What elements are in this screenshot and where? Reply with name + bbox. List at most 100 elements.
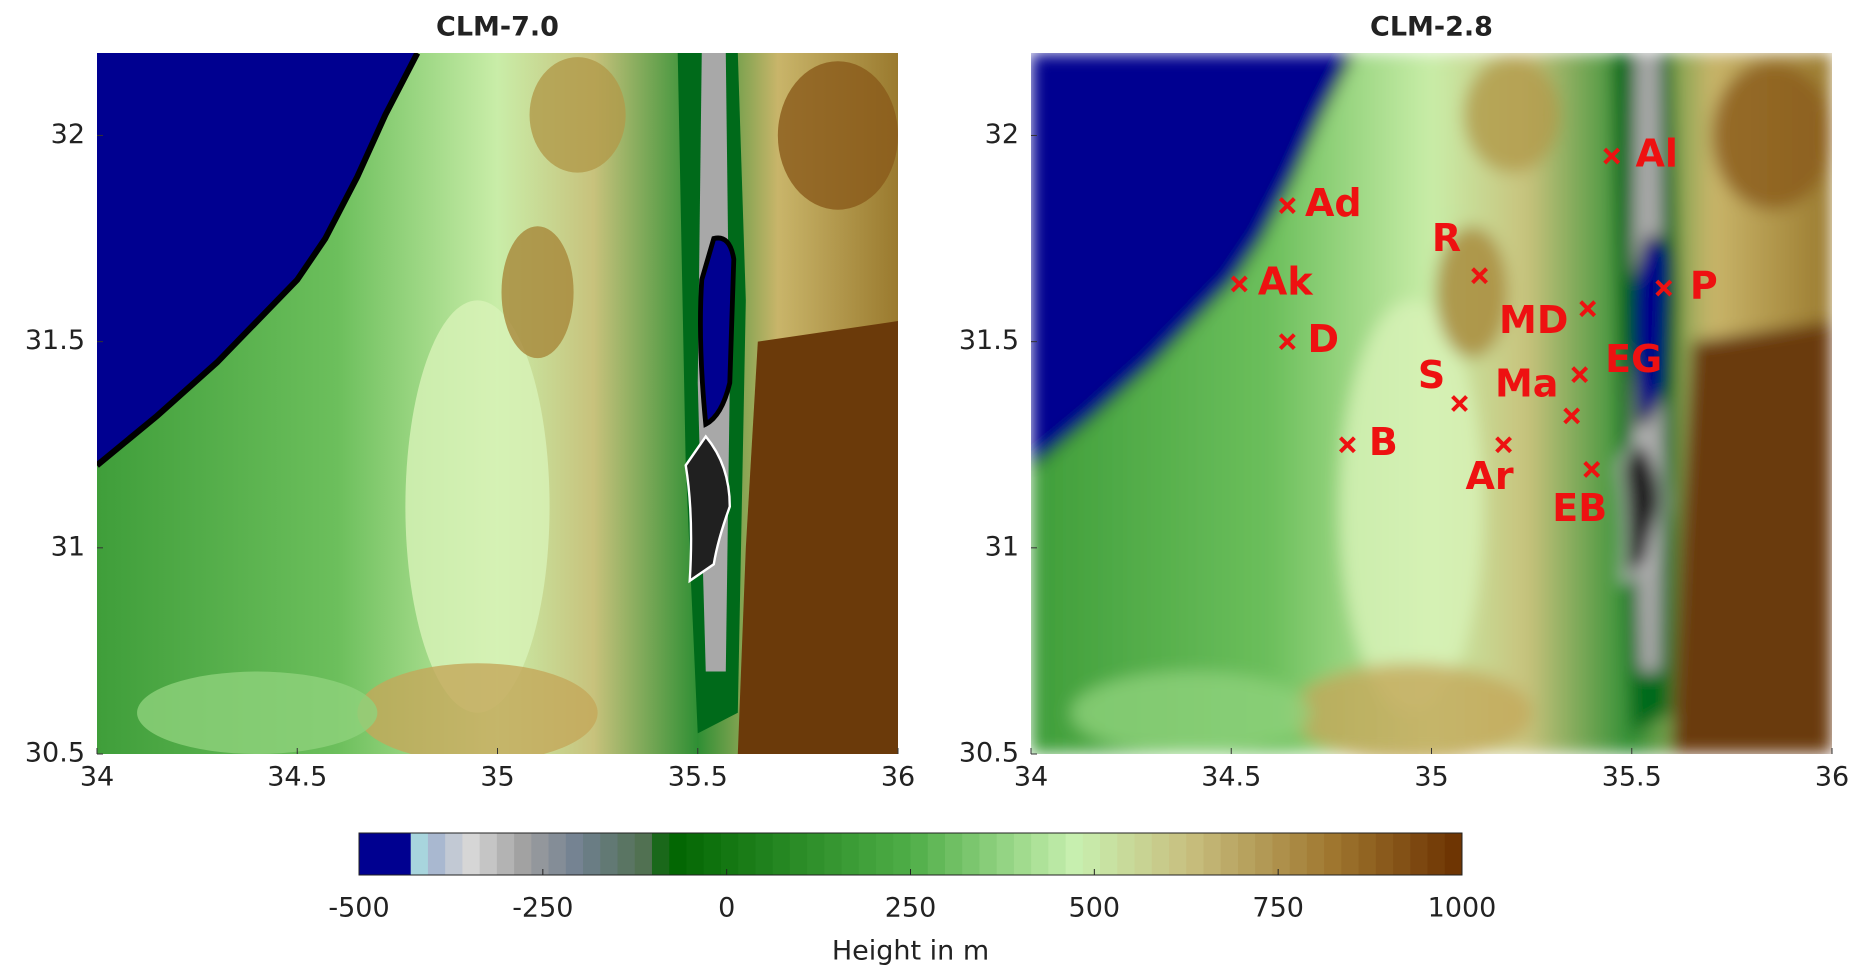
- y-tick-label: 31: [51, 531, 85, 562]
- colorbar-tick-label: 0: [718, 893, 735, 924]
- terrain: [1031, 53, 1832, 762]
- y-tick-label: 31.5: [959, 325, 1019, 356]
- colorbar-step: [1082, 833, 1101, 875]
- colorbar-step: [824, 833, 843, 875]
- panel-title: CLM-2.8: [1370, 12, 1493, 43]
- colorbar-title: Height in m: [832, 936, 989, 967]
- colorbar-step: [1048, 833, 1067, 875]
- colorbar-step: [703, 833, 722, 875]
- colorbar-step: [427, 833, 446, 875]
- panel-title: CLM-7.0: [436, 12, 559, 43]
- site-marker: [1451, 395, 1468, 412]
- colorbar-step: [410, 833, 429, 875]
- site-marker: [1655, 279, 1673, 297]
- site-marker: [1338, 436, 1356, 454]
- colorbar-step: [807, 833, 825, 875]
- colorbar-step: [893, 833, 911, 875]
- colorbar-step: [1013, 833, 1032, 875]
- y-tick-label: 32: [985, 119, 1019, 150]
- site-marker: [1563, 407, 1581, 425]
- site-label: Ar: [1466, 454, 1514, 498]
- x-tick-label: 35: [1414, 762, 1448, 793]
- y-tick-label: 32: [51, 119, 85, 150]
- colorbar-step: [944, 833, 963, 875]
- colorbar-tick-label: -500: [328, 893, 389, 924]
- colorbar-tick-label: 1000: [1428, 893, 1497, 924]
- colorbar-tick-label: -250: [512, 893, 573, 924]
- colorbar-step: [617, 833, 636, 875]
- colorbar-step: [1100, 833, 1118, 875]
- colorbar-step: [876, 833, 894, 875]
- colorbar-step: [496, 833, 515, 875]
- colorbar-step: [462, 833, 481, 875]
- site-label: B: [1369, 420, 1398, 464]
- site-label: R: [1432, 216, 1461, 260]
- colorbar-step: [841, 833, 860, 875]
- colorbar-step: [1324, 833, 1342, 875]
- colorbar-step: [565, 833, 584, 875]
- site-label: Ak: [1258, 259, 1313, 303]
- colorbar-step: [772, 833, 791, 875]
- site-label: Ma: [1495, 361, 1558, 405]
- x-tick-label: 34.5: [267, 762, 327, 793]
- colorbar-step: [393, 833, 412, 875]
- site-label: P: [1690, 264, 1718, 308]
- site-marker: [1583, 461, 1601, 478]
- site-marker: [1230, 275, 1248, 293]
- x-tick-label: 35.5: [1602, 762, 1662, 793]
- colorbar-step: [1169, 833, 1187, 875]
- colorbar-step: [376, 833, 394, 875]
- colorbar-step: [583, 833, 601, 875]
- colorbar-step: [979, 833, 998, 875]
- colorbar-step: [1031, 833, 1049, 875]
- colorbar-step: [479, 833, 498, 875]
- y-tick-label: 30.5: [25, 738, 85, 769]
- colorbar-step: [651, 833, 670, 875]
- colorbar-step: [1306, 833, 1325, 875]
- x-tick-label: 34: [1014, 762, 1048, 793]
- x-tick-label: 36: [881, 762, 915, 793]
- colorbar-step: [445, 833, 463, 875]
- colorbar-step: [1375, 833, 1394, 875]
- colorbar-step: [1255, 833, 1273, 875]
- site-label: Ad: [1305, 181, 1362, 225]
- colorbar-step: [600, 833, 619, 875]
- colorbar-step: [1065, 833, 1084, 875]
- site-label: D: [1308, 317, 1340, 361]
- x-tick-label: 35: [480, 762, 514, 793]
- colorbar-step: [531, 833, 550, 875]
- colorbar-step: [1117, 833, 1136, 875]
- colorbar-step: [1444, 833, 1463, 875]
- colorbar-step: [1289, 833, 1308, 875]
- x-tick-label: 34: [80, 762, 114, 793]
- colorbar-step: [858, 833, 877, 875]
- site-marker: [1603, 147, 1621, 165]
- site-label: MD: [1499, 298, 1568, 342]
- site-label: EB: [1552, 486, 1607, 530]
- colorbar-step: [1237, 833, 1256, 875]
- map-area: [1031, 53, 1832, 762]
- site-marker: [1571, 366, 1589, 384]
- site-marker: [1495, 436, 1513, 454]
- site-label: EG: [1605, 337, 1662, 381]
- terrain: [97, 53, 898, 762]
- colorbar-step: [962, 833, 980, 875]
- colorbar-step: [669, 833, 687, 875]
- y-tick-label: 30.5: [959, 738, 1019, 769]
- colorbar-step: [1186, 833, 1204, 875]
- colorbar-step: [634, 833, 653, 875]
- colorbar-step: [1410, 833, 1429, 875]
- colorbar-step: [789, 833, 808, 875]
- colorbar-tick-label: 750: [1252, 893, 1304, 924]
- x-tick-label: 35.5: [668, 762, 728, 793]
- site-marker: [1579, 300, 1597, 318]
- colorbar-step: [1341, 833, 1360, 875]
- x-tick-label: 36: [1815, 762, 1849, 793]
- colorbar-step: [1220, 833, 1239, 875]
- site-label: S: [1418, 353, 1445, 397]
- x-tick-label: 34.5: [1201, 762, 1261, 793]
- colorbar-tick-label: 250: [885, 893, 937, 924]
- colorbar-step: [1203, 833, 1222, 875]
- colorbar-step: [996, 833, 1015, 875]
